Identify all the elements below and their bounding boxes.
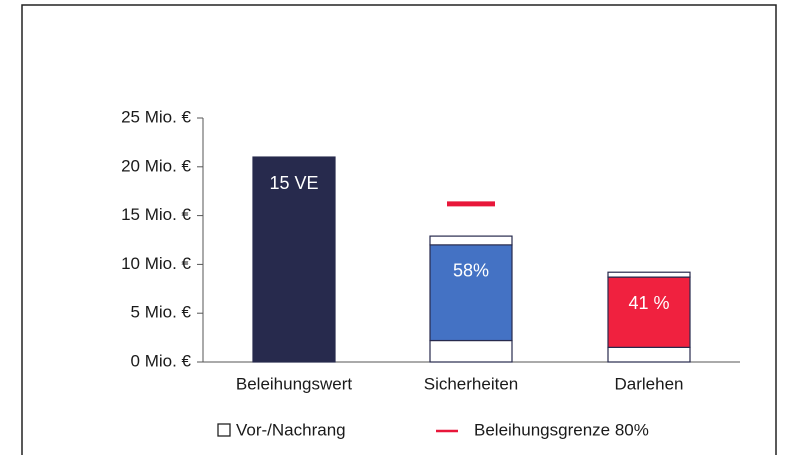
bar-segment (607, 271, 691, 278)
y-tick-label: 10 Mio. € (121, 254, 191, 273)
frame (21, 4, 777, 455)
legend-swatch (217, 423, 231, 437)
x-tick-label: Sicherheiten (424, 374, 519, 393)
bar-segment (607, 276, 691, 348)
y-tick-label: 20 Mio. € (121, 156, 191, 175)
x-tick-label: Darlehen (615, 374, 684, 393)
y-tick-label: 25 Mio. € (121, 107, 191, 126)
legend-label: Vor-/Nachrang (236, 420, 346, 439)
y-tick-label: 5 Mio. € (131, 303, 192, 322)
bar-segment (429, 339, 513, 363)
bar-label: 15 VE (269, 173, 318, 193)
bar-segment (429, 235, 513, 246)
legend-label: Beleihungsgrenze 80% (474, 420, 649, 439)
y-tick-label: 15 Mio. € (121, 205, 191, 224)
bar-segment (252, 156, 336, 363)
x-tick-label: Beleihungswert (236, 374, 353, 393)
bar-label: 58% (453, 261, 489, 281)
bar-label: 41 % (628, 293, 669, 313)
bar-segment (607, 346, 691, 363)
y-tick-label: 0 Mio. € (131, 351, 192, 370)
bar-segment (429, 244, 513, 342)
